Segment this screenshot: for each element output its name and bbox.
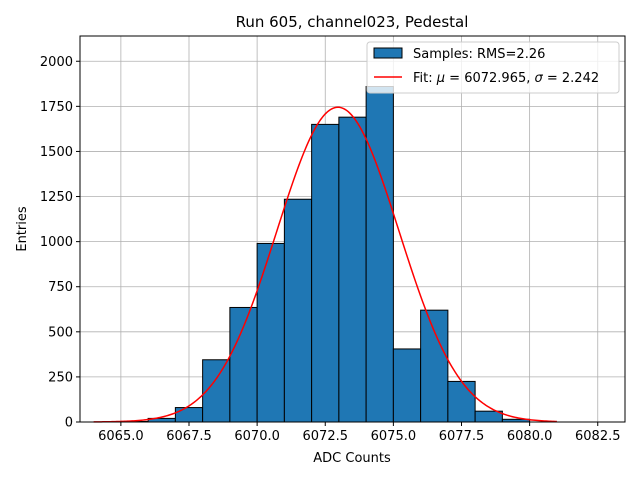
histogram-bar bbox=[365, 86, 394, 423]
x-axis-ticks: 6065.0 6067.5 6070.0 6072.5 6075.0 6077.5 6080… bbox=[98, 422, 621, 444]
histogram-bar bbox=[283, 198, 313, 423]
histogram-bar bbox=[392, 348, 422, 423]
x-tick-label: 6070.0 bbox=[234, 429, 280, 444]
plot-frame bbox=[79, 35, 626, 423]
x-tick-label: 6072.5 bbox=[303, 429, 349, 444]
y-tick-label: 1250 bbox=[40, 190, 73, 205]
x-tick-label: 6075.0 bbox=[371, 429, 417, 444]
chart-title: Run 605, channel023, Pedestal bbox=[236, 13, 469, 31]
y-tick-label: 0 bbox=[65, 416, 73, 431]
legend: Samples: RMS=2.26 Fit: μ = 6072.965, σ =… bbox=[366, 41, 620, 94]
y-tick-label: 1750 bbox=[40, 100, 73, 115]
x-axis-label: ADC Counts bbox=[313, 451, 391, 466]
y-tick-label: 2000 bbox=[40, 55, 73, 70]
y-axis-ticks: 0 250 500 750 1000 1250 1500 1750 2000 bbox=[40, 55, 80, 431]
histogram-bars bbox=[120, 86, 531, 423]
histogram-bar bbox=[338, 116, 367, 423]
fit-curve bbox=[93, 106, 557, 423]
y-tick-label: 750 bbox=[48, 280, 73, 295]
y-tick-label: 500 bbox=[48, 325, 73, 340]
x-tick-label: 6077.5 bbox=[439, 429, 485, 444]
y-axis-label: Entries bbox=[15, 206, 30, 252]
x-tick-label: 6080.0 bbox=[507, 429, 553, 444]
fit-curve-group bbox=[93, 106, 557, 423]
histogram-bar bbox=[256, 242, 285, 423]
legend-fit-label: Fit: μ = 6072.965, σ = 2.242 bbox=[413, 71, 599, 86]
histogram-bar bbox=[311, 123, 340, 423]
histogram-bar bbox=[174, 407, 204, 423]
x-tick-label: 6067.5 bbox=[166, 429, 212, 444]
y-tick-label: 250 bbox=[48, 370, 73, 385]
x-tick-label: 6082.5 bbox=[575, 429, 621, 444]
legend-box bbox=[366, 41, 620, 94]
histogram-bar bbox=[229, 306, 258, 423]
histogram-bar bbox=[420, 309, 449, 423]
legend-histogram-swatch bbox=[373, 47, 403, 59]
legend-histogram-label: Samples: RMS=2.26 bbox=[413, 47, 545, 62]
histogram-bar bbox=[447, 380, 476, 423]
y-tick-label: 1500 bbox=[40, 145, 73, 160]
y-tick-label: 1000 bbox=[40, 235, 73, 250]
histogram-bar bbox=[474, 410, 503, 423]
x-tick-label: 6065.0 bbox=[98, 429, 144, 444]
